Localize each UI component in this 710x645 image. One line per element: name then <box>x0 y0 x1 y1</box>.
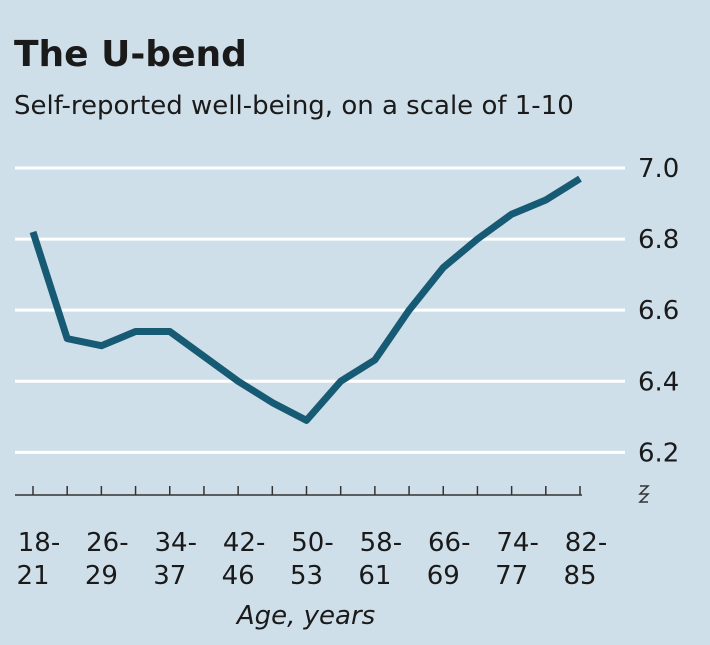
x-tick-label: 42-46 <box>222 528 266 591</box>
x-axis-label: Age, years <box>235 601 375 631</box>
y-tick-label: 6.8 <box>638 225 679 255</box>
x-tick-label: 26-29 <box>85 528 129 591</box>
x-tick-label: 34-37 <box>153 528 197 591</box>
x-tick-label: 74-77 <box>495 528 539 591</box>
y-tick-label: 6.4 <box>638 367 679 397</box>
chart-title: The U-bend <box>14 34 247 75</box>
x-tick-label: 50-53 <box>290 528 334 591</box>
axis-break <box>638 485 650 503</box>
x-tick-label: 58-61 <box>358 528 402 591</box>
y-tick-label: 6.6 <box>638 296 679 326</box>
y-tick-label: 7.0 <box>638 154 679 184</box>
x-tick-label: 66-69 <box>427 528 471 591</box>
x-tick-label: 18-21 <box>16 528 60 591</box>
line-series <box>29 175 582 424</box>
x-tick-label: 82-85 <box>563 528 607 591</box>
y-tick-label: 6.2 <box>638 438 679 468</box>
chart-subtitle: Self-reported well-being, on a scale of … <box>14 91 574 121</box>
